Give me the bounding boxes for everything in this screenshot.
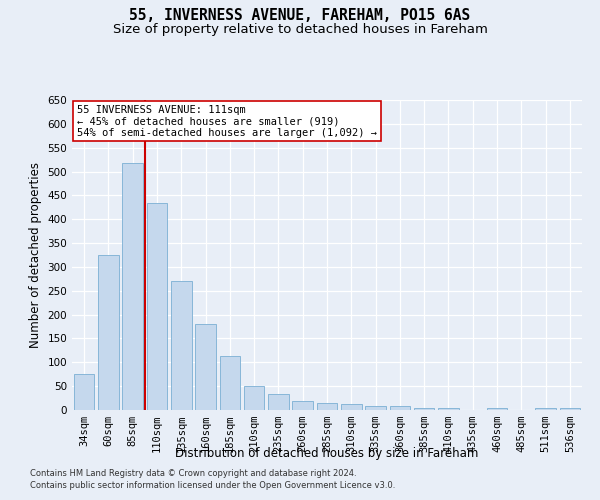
Bar bbox=[487, 408, 508, 410]
Bar bbox=[292, 402, 313, 410]
Bar bbox=[244, 386, 265, 410]
Bar bbox=[438, 408, 459, 410]
Bar bbox=[171, 281, 191, 410]
Text: Contains HM Land Registry data © Crown copyright and database right 2024.: Contains HM Land Registry data © Crown c… bbox=[30, 468, 356, 477]
Text: Contains public sector information licensed under the Open Government Licence v3: Contains public sector information licen… bbox=[30, 481, 395, 490]
Bar bbox=[220, 356, 240, 410]
Bar bbox=[535, 408, 556, 410]
Bar bbox=[414, 408, 434, 410]
Text: Size of property relative to detached houses in Fareham: Size of property relative to detached ho… bbox=[113, 22, 487, 36]
Text: Distribution of detached houses by size in Fareham: Distribution of detached houses by size … bbox=[175, 448, 479, 460]
Bar bbox=[146, 202, 167, 410]
Bar bbox=[365, 406, 386, 410]
Bar bbox=[268, 394, 289, 410]
Text: 55, INVERNESS AVENUE, FAREHAM, PO15 6AS: 55, INVERNESS AVENUE, FAREHAM, PO15 6AS bbox=[130, 8, 470, 22]
Bar bbox=[122, 163, 143, 410]
Bar bbox=[98, 255, 119, 410]
Bar bbox=[195, 324, 216, 410]
Bar bbox=[317, 403, 337, 410]
Bar bbox=[389, 406, 410, 410]
Bar bbox=[560, 408, 580, 410]
Text: 55 INVERNESS AVENUE: 111sqm
← 45% of detached houses are smaller (919)
54% of se: 55 INVERNESS AVENUE: 111sqm ← 45% of det… bbox=[77, 104, 377, 138]
Bar bbox=[74, 374, 94, 410]
Y-axis label: Number of detached properties: Number of detached properties bbox=[29, 162, 42, 348]
Bar bbox=[341, 404, 362, 410]
